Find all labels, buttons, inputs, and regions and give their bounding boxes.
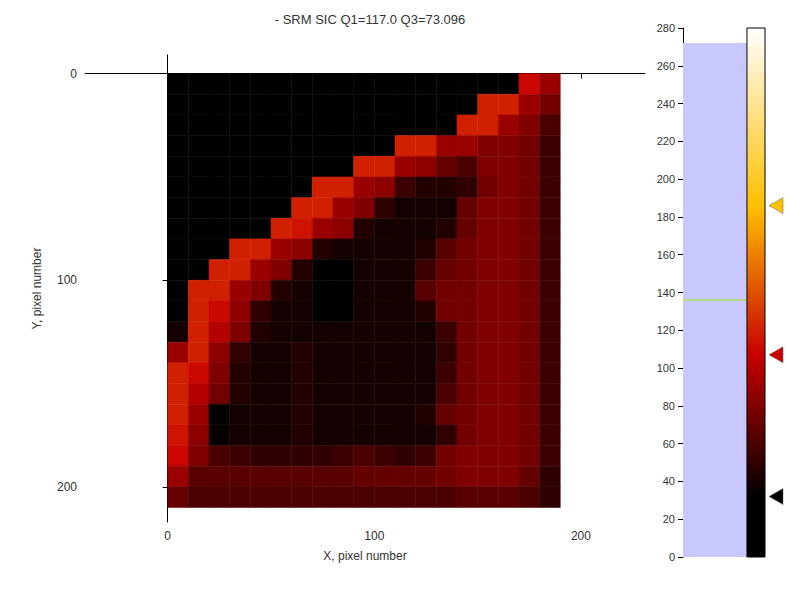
svg-text:260: 260 (657, 60, 675, 72)
svg-text:X, pixel number: X, pixel number (323, 549, 406, 563)
svg-text:220: 220 (657, 135, 675, 147)
svg-text:80: 80 (663, 400, 675, 412)
svg-text:20: 20 (663, 513, 675, 525)
svg-text:0: 0 (669, 551, 675, 563)
svg-text:200: 200 (571, 529, 591, 543)
svg-text:100: 100 (57, 273, 77, 287)
svg-text:- SRM SIC Q1=117.0 Q3=73.096: - SRM SIC Q1=117.0 Q3=73.096 (275, 12, 466, 27)
svg-text:Y, pixel number: Y, pixel number (30, 248, 44, 330)
svg-text:280: 280 (657, 22, 675, 34)
svg-text:140: 140 (657, 287, 675, 299)
svg-text:40: 40 (663, 475, 675, 487)
svg-text:100: 100 (364, 529, 384, 543)
svg-text:60: 60 (663, 438, 675, 450)
svg-text:120: 120 (657, 324, 675, 336)
svg-text:0: 0 (70, 67, 77, 81)
svg-text:100: 100 (657, 362, 675, 374)
svg-text:200: 200 (657, 173, 675, 185)
svg-text:240: 240 (657, 98, 675, 110)
svg-text:160: 160 (657, 249, 675, 261)
svg-text:200: 200 (57, 480, 77, 494)
svg-text:180: 180 (657, 211, 675, 223)
svg-text:0: 0 (164, 529, 171, 543)
